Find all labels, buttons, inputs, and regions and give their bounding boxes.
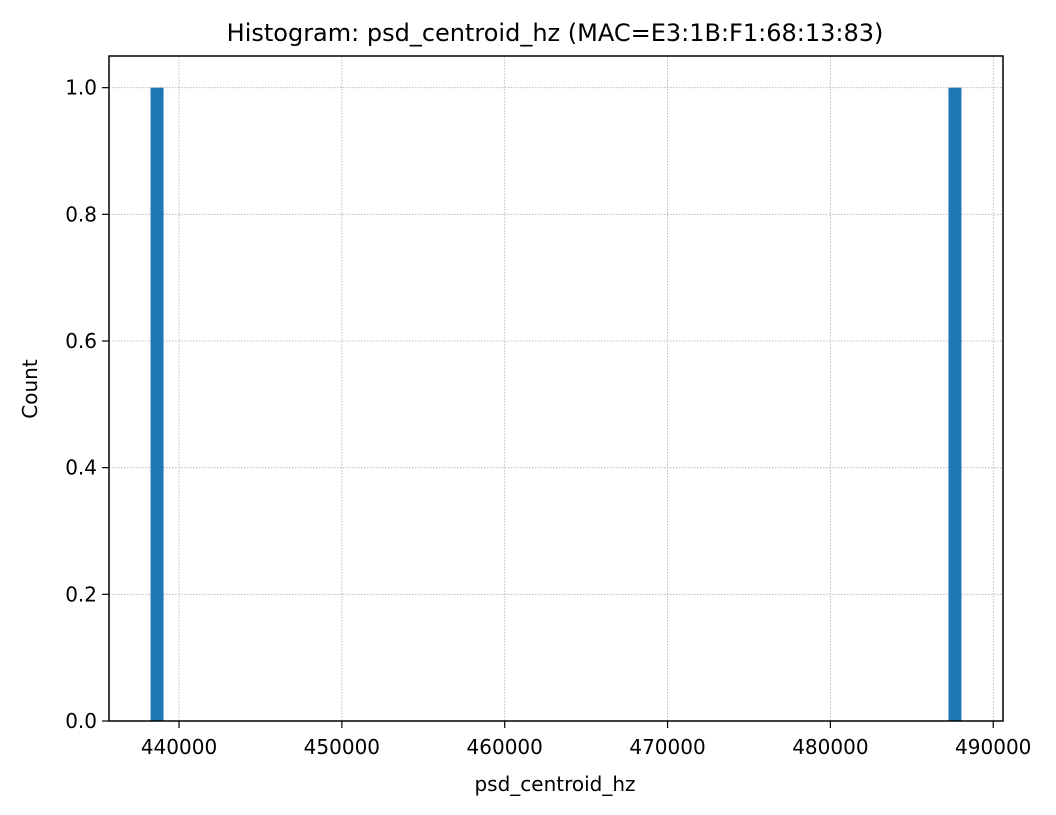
- y-tick-label: 0.6: [65, 329, 97, 353]
- x-tick-label: 440000: [141, 735, 217, 759]
- x-tick-label: 470000: [629, 735, 705, 759]
- y-tick-label: 0.2: [65, 582, 97, 606]
- x-tick-label: 490000: [955, 735, 1031, 759]
- x-tick-label: 480000: [792, 735, 868, 759]
- x-tick-label: 450000: [304, 735, 380, 759]
- grid-lines: [109, 56, 1003, 722]
- y-tick-label: 0.0: [65, 709, 97, 733]
- histogram-bar: [150, 87, 164, 721]
- histogram-bar: [948, 87, 962, 721]
- x-axis-ticks: 440000 450000 460000 470000 480000 490000: [141, 721, 1031, 759]
- histogram-bars: [150, 87, 962, 721]
- chart-title: Histogram: psd_centroid_hz (MAC=E3:1B:F1…: [227, 19, 884, 47]
- y-tick-label: 1.0: [65, 76, 97, 100]
- y-tick-label: 0.4: [65, 456, 97, 480]
- y-axis-label: Count: [18, 359, 42, 419]
- x-axis-label: psd_centroid_hz: [474, 772, 635, 796]
- plot-frame: [108, 55, 1004, 722]
- y-tick-label: 0.8: [65, 202, 97, 226]
- y-axis-ticks: 0.0 0.2 0.4 0.6 0.8 1.0: [65, 76, 109, 733]
- x-tick-label: 460000: [467, 735, 543, 759]
